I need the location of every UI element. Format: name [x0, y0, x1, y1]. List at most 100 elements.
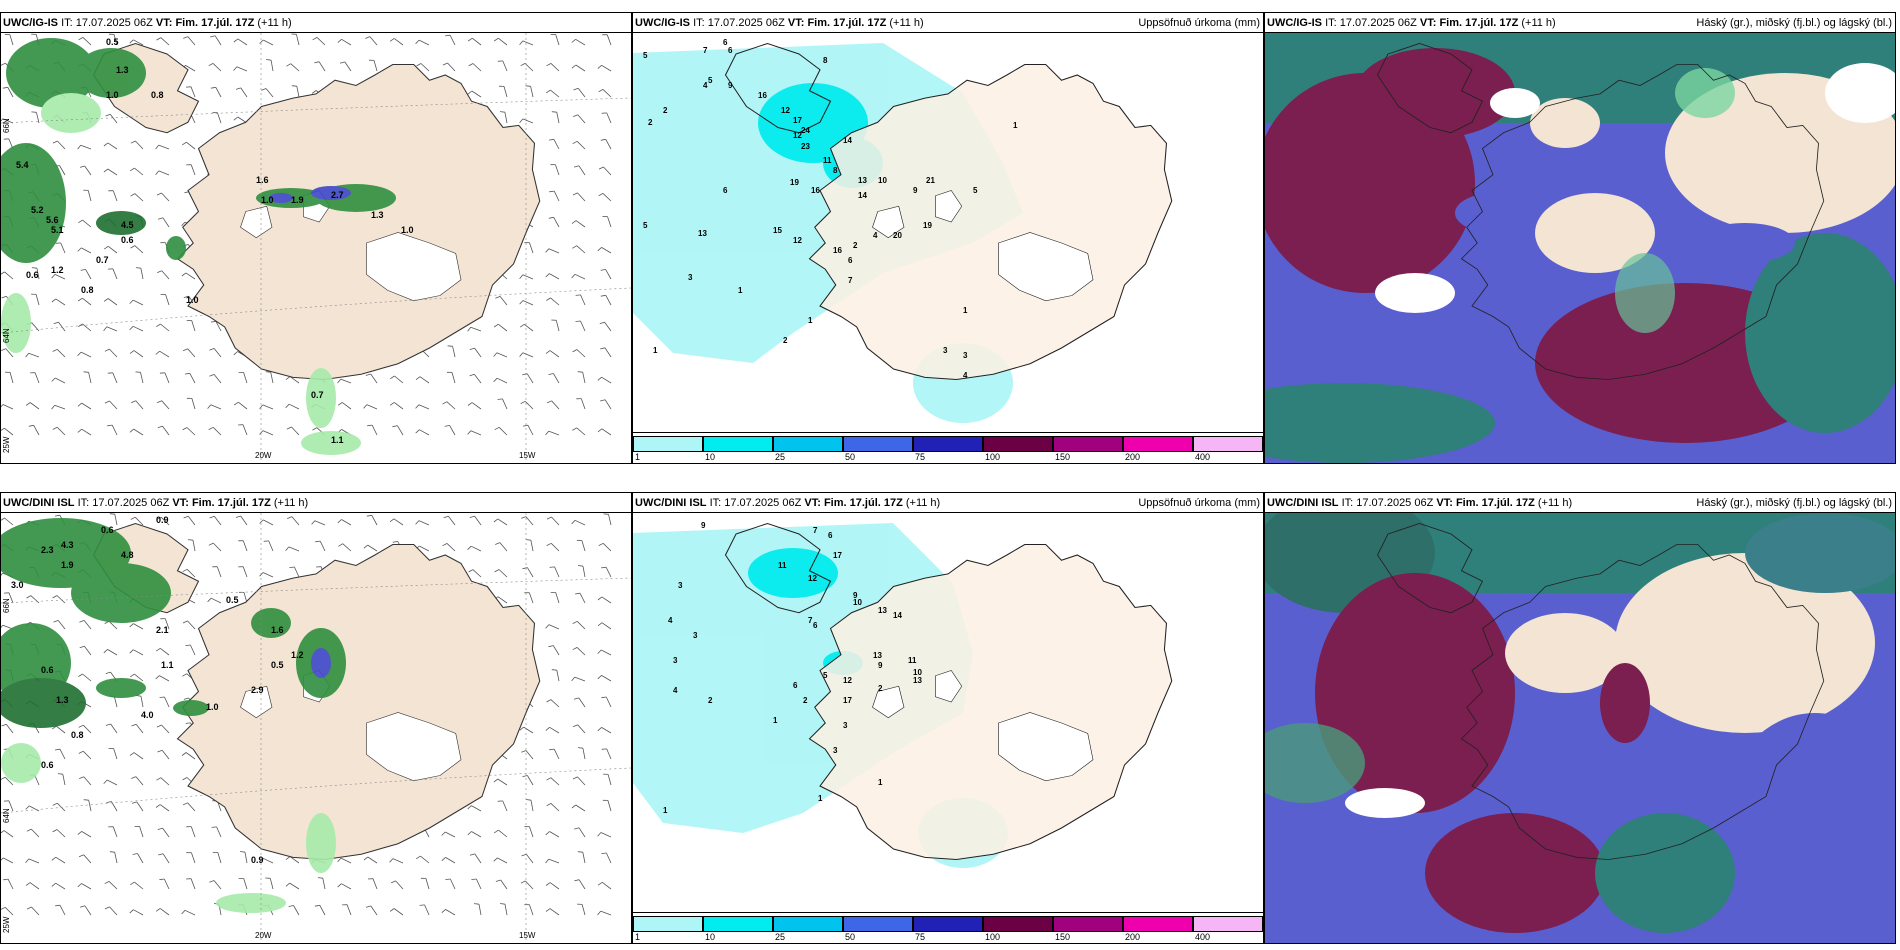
legend-swatch: [1053, 916, 1123, 932]
wind-barb-shaft: [503, 86, 508, 98]
wind-barb-shaft: [579, 593, 586, 604]
wind-barb-shaft: [471, 402, 482, 410]
wind-barb-flag: [572, 245, 577, 249]
legend-tick: 200: [1125, 932, 1141, 942]
wind-barb-shaft: [471, 831, 482, 838]
wind-barb-shaft: [369, 36, 378, 46]
wind-barb-shaft: [341, 402, 352, 410]
wind-barb-shaft: [82, 673, 92, 682]
wind-barb-flag: [259, 430, 264, 435]
wind-barb-shaft: [162, 217, 170, 228]
wind-barb-flag: [285, 376, 291, 380]
precip-value: 0.6: [101, 525, 114, 535]
wind-barb-shaft: [112, 190, 118, 202]
wind-barb-shaft: [528, 592, 534, 604]
rain-value: 17: [793, 116, 802, 125]
panel-header: UWC/IG-IS IT: 17.07.2025 06Z VT: Fim. 17…: [1265, 13, 1895, 33]
wind-barb-flag: [469, 347, 475, 350]
wind-barb-flag: [1, 295, 7, 299]
precip-value: 0.6: [26, 270, 39, 280]
wind-barb-shaft: [2, 404, 14, 410]
wind-barb-shaft: [133, 909, 144, 916]
wind-barb-flag: [185, 644, 191, 646]
wind-barb-shaft: [191, 320, 196, 332]
wind-barb-flag: [105, 113, 111, 117]
wind-barb-flag: [546, 699, 552, 703]
wind-barb-flag: [79, 620, 85, 623]
wind-barb-flag: [209, 880, 215, 883]
wind-barb-shaft: [159, 908, 170, 916]
panel-header: UWC/DINI ISL IT: 17.07.2025 06Z VT: Fim.…: [1, 493, 631, 513]
precip-value: 0.6: [41, 760, 54, 770]
wind-barb-flag: [233, 351, 238, 356]
wind-barb-shaft: [133, 623, 144, 630]
wind-barb-shaft: [604, 321, 612, 332]
rain-value: 13: [698, 229, 707, 238]
wind-barb-flag: [1, 62, 6, 66]
wind-barb-flag: [51, 882, 56, 887]
wind-barb-shaft: [582, 852, 586, 864]
rain-value: 1: [773, 716, 778, 725]
wind-barb-shaft: [578, 165, 586, 176]
wind-barb-shaft: [393, 908, 404, 916]
rain-value: 6: [828, 531, 833, 540]
wind-barb-shaft: [243, 878, 248, 890]
wind-barb-shaft: [607, 774, 612, 786]
legend-swatch: [773, 436, 843, 452]
precip-blobs: [1, 518, 346, 913]
wind-barb-flag: [546, 297, 551, 301]
wind-barb-shaft: [87, 190, 92, 202]
wind-barb-flag: [158, 853, 164, 856]
wind-barb-flag: [182, 568, 188, 573]
wind-barb-shaft: [82, 297, 92, 306]
wind-barb-shaft: [216, 826, 222, 838]
vt-value: Fim. 17.júl. 17Z: [1455, 497, 1535, 509]
precip-value: 1.1: [161, 660, 174, 670]
wind-barb-shaft: [240, 515, 248, 526]
rain-value: 11: [823, 156, 832, 165]
wind-barb-flag: [597, 881, 603, 886]
wind-barb-shaft: [56, 595, 66, 604]
wind-barb-shaft: [527, 567, 534, 578]
wind-barb-flag: [52, 595, 58, 599]
wind-barb-shaft: [137, 853, 144, 864]
map-wind-precip: 0.9 0.6 4.3 2.3 4.8 1.9 3.0 0.5 2.1 1.6 1.2 2.9 0.5 1…: [1, 513, 631, 943]
wind-barb-flag: [525, 539, 531, 541]
it-label: IT:: [709, 497, 722, 509]
wind-barb-flag: [25, 352, 30, 358]
wind-barb-flag: [545, 831, 550, 836]
wind-barb-shaft: [215, 87, 222, 98]
wind-barb-flag: [79, 165, 85, 168]
wind-barb-shaft: [163, 878, 170, 890]
lat-label-66n: 66N: [2, 118, 11, 133]
legend-swatch: [1053, 436, 1123, 452]
model-name: UWC/DINI ISL: [3, 497, 75, 509]
wind-barb-shaft: [135, 724, 144, 734]
wind-barb-flag: [337, 38, 342, 43]
wind-barb-flag: [266, 59, 272, 61]
wind-barb-flag: [259, 404, 264, 409]
precip-value: 0.9: [156, 515, 169, 525]
wind-barb-shaft: [606, 112, 612, 124]
wind-barb-shaft: [81, 428, 92, 436]
wind-barb-flag: [545, 858, 550, 864]
wind-barb-flag: [467, 37, 473, 42]
wind-barb-shaft: [472, 569, 482, 578]
wind-barb-flag: [600, 294, 606, 297]
rain-value: 15: [773, 226, 782, 235]
wind-barb-shaft: [395, 880, 404, 890]
wind-barb-shaft: [425, 878, 430, 890]
wind-barb-flag: [415, 429, 420, 434]
precip-value: 0.5: [106, 37, 119, 47]
wind-barb-shaft: [212, 427, 222, 436]
legend-swatch: [1193, 436, 1263, 452]
wind-barb-shaft: [556, 112, 560, 124]
wind-barb-shaft: [604, 347, 612, 358]
wind-barb-shaft: [498, 323, 508, 332]
precip-value: 1.0: [261, 195, 274, 205]
wind-barb-shaft: [341, 519, 352, 526]
rain-value: 7: [848, 276, 853, 285]
wind-barb-flag: [104, 881, 110, 885]
wind-barb-shaft: [30, 595, 40, 604]
wind-barb-flag: [519, 274, 524, 279]
